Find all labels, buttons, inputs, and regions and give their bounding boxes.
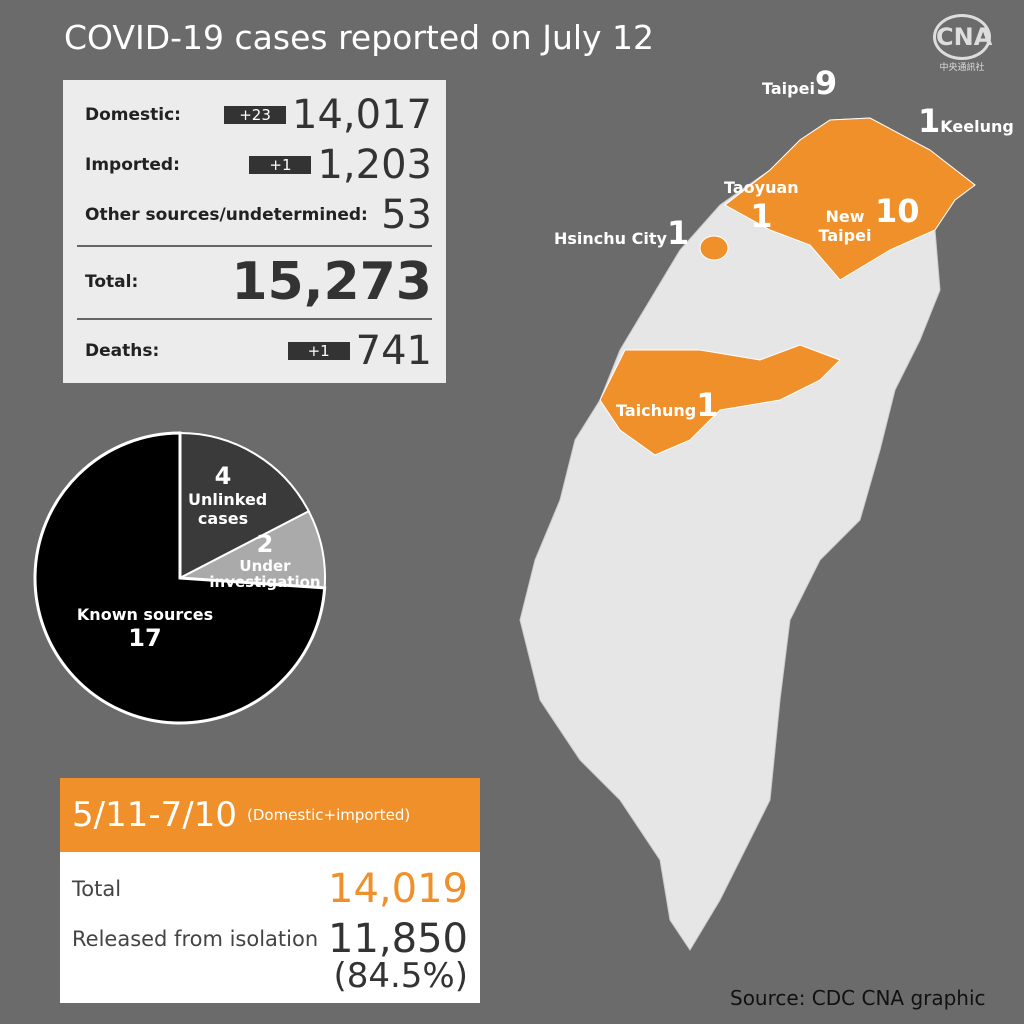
row-share: (84.5%) xyxy=(333,956,468,996)
period-title: 5/11-7/10 xyxy=(72,795,237,835)
period-box: 5/11-7/10 (Domestic+imported) Total 14,019… xyxy=(60,778,480,1003)
logo-text: 中央通訊社 xyxy=(939,63,985,73)
pie xyxy=(33,431,327,725)
map-label: Taoyuan 1 xyxy=(724,178,799,235)
region-taichung xyxy=(599,344,841,456)
row-change: +23 xyxy=(224,106,287,124)
period-note: (Domestic+imported) xyxy=(246,806,411,824)
map-label: Taipei 9 xyxy=(762,64,837,102)
row-change: +1 xyxy=(287,342,350,360)
row-label: Deaths: xyxy=(85,341,160,361)
region-count: 1 xyxy=(750,197,773,235)
row-value: 14,019 xyxy=(328,866,468,912)
slice-name: Under investigation xyxy=(209,557,321,591)
slice-name: Unlinked cases xyxy=(188,490,268,528)
row-label: Total xyxy=(72,877,122,901)
slice-value: 4 xyxy=(214,462,232,490)
logo-mark: CNA xyxy=(933,14,992,60)
summary-row: Total: 15,273 xyxy=(85,252,432,312)
region-name: Taoyuan xyxy=(724,178,799,197)
row-value: 53 xyxy=(381,192,432,238)
summary-row: Imported: +1 1,203 xyxy=(85,142,432,188)
separator xyxy=(77,318,432,320)
row-label: Other sources/undetermined: xyxy=(85,205,368,225)
slice-label: Known sources 17 xyxy=(60,605,230,652)
separator xyxy=(77,245,432,247)
row-value: 741 xyxy=(355,328,432,374)
summary-row: Other sources/undetermined: 53 xyxy=(85,192,432,238)
row-value: 14,017 xyxy=(292,92,432,138)
map-label: Taichung 1 xyxy=(616,386,719,424)
region-count: 1 xyxy=(918,102,941,140)
region-north xyxy=(724,117,976,281)
region-count: 1 xyxy=(696,386,719,424)
period-row: Total 14,019 xyxy=(72,866,468,912)
logo: CNA 中央通訊社 xyxy=(922,14,1002,78)
region-name: Taichung xyxy=(616,401,697,420)
region-name: Keelung xyxy=(940,117,1014,136)
slice-label: 4 Unlinked cases xyxy=(188,462,268,528)
region-name: New Taipei xyxy=(818,207,872,245)
period-row: Released from isolation 11,850 xyxy=(72,916,468,962)
pie-slice xyxy=(33,431,327,725)
row-value: 15,273 xyxy=(231,252,432,312)
title: COVID-19 cases reported on July 12 xyxy=(64,18,655,57)
region-name: Hsinchu City xyxy=(554,229,667,248)
summary-row: Deaths: +1 741 xyxy=(85,328,432,374)
region-name: Taipei xyxy=(762,79,815,98)
row-label: Total: xyxy=(85,272,139,292)
region-hsinchu xyxy=(699,235,729,261)
slice-value: 2 xyxy=(256,530,274,558)
footer: Source: CDC CNA graphic xyxy=(730,986,986,1010)
map-label: 1 Keelung xyxy=(918,102,1014,140)
map-label: New Taipei 10 xyxy=(815,192,920,245)
slice-value: 17 xyxy=(128,624,162,652)
row-label: Imported: xyxy=(85,155,180,175)
row-label: Domestic: xyxy=(85,105,181,125)
row-change: +1 xyxy=(249,156,312,174)
region-count: 1 xyxy=(666,214,690,252)
row-value: 1,203 xyxy=(317,142,432,188)
pie-slice xyxy=(179,431,311,580)
region-count: 10 xyxy=(875,192,920,230)
row-label: Released from isolation xyxy=(72,927,319,951)
row-value: 11,850 xyxy=(328,916,468,962)
slice-label: 2 Under investigation xyxy=(205,530,325,590)
summary-row: Domestic: +23 14,017 xyxy=(85,92,432,138)
period-header: 5/11-7/10 (Domestic+imported) xyxy=(60,778,480,852)
region-count: 9 xyxy=(814,64,838,102)
slice-name: Known sources xyxy=(76,605,214,624)
summary-box: Domestic: +23 14,017 Imported: +1 1,203 Other … xyxy=(63,80,446,383)
map-label: Hsinchu City 1 xyxy=(554,214,689,252)
taiwan-map xyxy=(519,117,976,951)
